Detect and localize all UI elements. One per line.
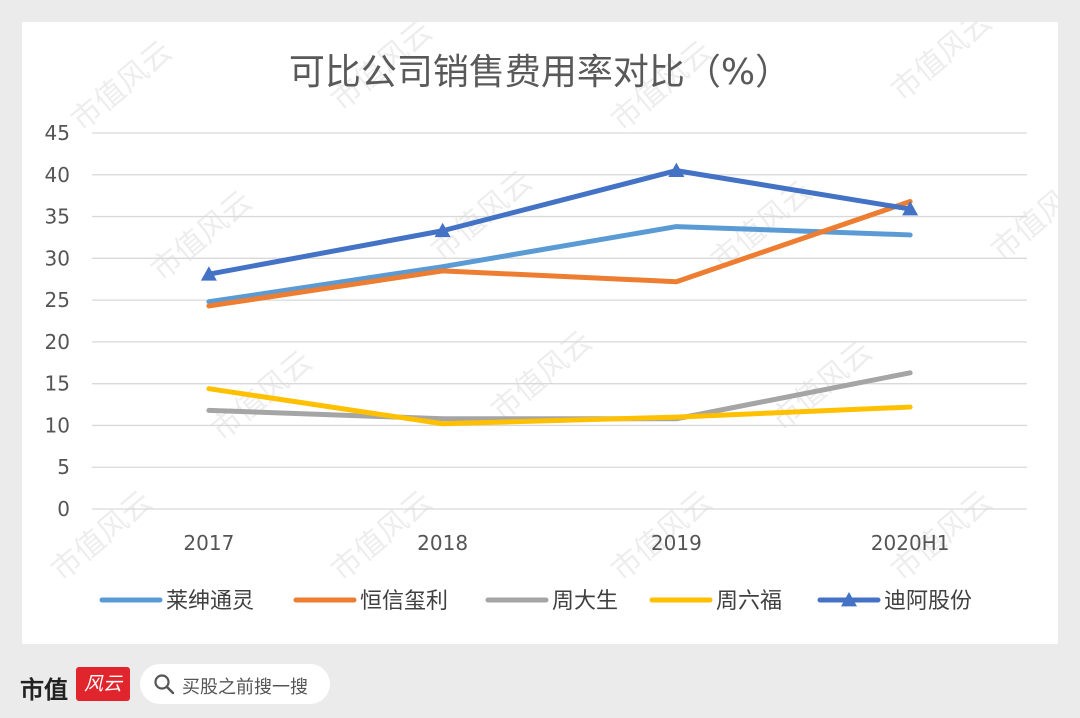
series-line [206, 168, 913, 277]
watermark-text: 市值风云 [765, 334, 879, 438]
y-tick-label: 10 [45, 413, 70, 437]
brand-name: 市值 [20, 676, 68, 704]
chart-title: 可比公司销售费用率对比（%） [289, 52, 791, 93]
y-tick-label: 25 [45, 288, 70, 312]
chart-card: 市值风云 市值风云 市值风云 市值风云 市值风云 市值风云 市值风云 市值风云 市值风云 市值风云… [22, 22, 1058, 644]
x-tick-label: 2020H1 [871, 531, 950, 555]
brand-logo-badge: 风云 [76, 667, 130, 701]
search-icon [154, 674, 175, 695]
watermark-text: 市值风云 [145, 184, 259, 288]
x-axis-ticks: 2017 2018 2019 2020H1 [183, 531, 949, 555]
series-lines [200, 162, 919, 427]
series-line [206, 386, 913, 427]
legend-label: 周大生 [552, 589, 618, 614]
watermark-text: 市值风云 [485, 324, 599, 428]
y-tick-label: 45 [45, 121, 70, 145]
legend-label: 莱绅通灵 [166, 589, 254, 614]
legend-label: 周六福 [716, 589, 782, 614]
x-tick-label: 2018 [417, 531, 468, 555]
search-box[interactable]: 买股之前搜一搜 [140, 664, 330, 704]
legend-label: 迪阿股份 [884, 589, 972, 614]
data-point-marker [902, 201, 919, 216]
y-tick-label: 0 [57, 497, 70, 521]
data-point-marker [434, 222, 451, 238]
watermark-text: 市值风云 [885, 22, 999, 108]
x-tick-label: 2017 [183, 531, 234, 555]
watermark-text: 市值风云 [65, 34, 179, 138]
y-tick-label: 30 [45, 246, 70, 270]
y-tick-label: 20 [45, 330, 70, 354]
y-tick-label: 15 [45, 372, 70, 396]
x-tick-label: 2019 [651, 531, 702, 555]
footer-bar: 市值 风云 买股之前搜一搜 [0, 650, 1080, 718]
data-point-marker [668, 162, 685, 177]
data-point-marker [200, 266, 217, 281]
y-tick-label: 40 [45, 163, 70, 187]
y-tick-label: 5 [57, 455, 70, 479]
search-placeholder: 买股之前搜一搜 [182, 677, 308, 698]
legend-marker [841, 592, 857, 607]
series-line [206, 199, 913, 309]
y-axis-ticks: 0 5 10 15 20 25 30 35 40 45 [45, 121, 70, 521]
y-tick-label: 35 [45, 205, 70, 229]
series-line [206, 224, 913, 305]
legend-label: 恒信玺利 [360, 589, 448, 614]
legend: 莱绅通灵 恒信玺利 周大生 周六福 迪阿股份 [99, 589, 972, 614]
